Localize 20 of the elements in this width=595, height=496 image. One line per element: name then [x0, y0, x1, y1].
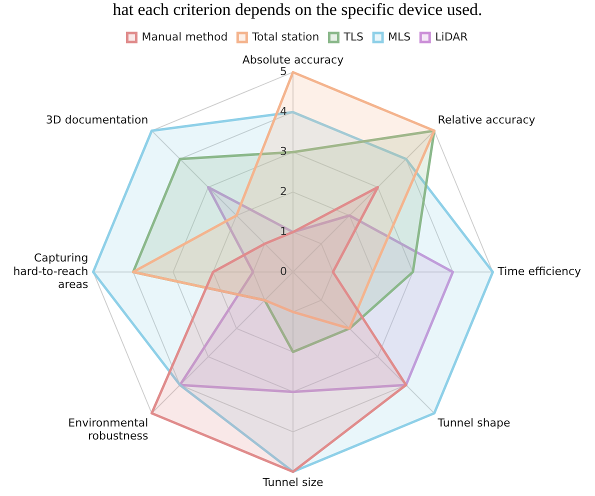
y-tick-label: 3	[280, 144, 287, 158]
y-tick-label: 1	[280, 224, 287, 238]
spoke-label: Time efficiency	[496, 264, 582, 278]
spoke-label: Tunnel size	[262, 476, 324, 490]
y-tick-label: 2	[280, 184, 287, 198]
legend-label: Total station	[251, 30, 320, 44]
legend-label: LiDAR	[435, 30, 468, 44]
y-tick-label: 0	[280, 264, 287, 278]
spoke-label: 3D documentation	[46, 113, 148, 126]
legend-label: MLS	[388, 30, 411, 44]
y-tick-label: 4	[280, 105, 287, 118]
legend-label: TLS	[342, 30, 364, 44]
spoke-label: Relative accuracy	[438, 113, 536, 126]
spoke-label: Absolute accuracy	[242, 53, 344, 66]
legend-label: Manual method	[142, 30, 228, 44]
spoke-label: Environmental robustness	[68, 416, 148, 442]
text: hat each criterion depends on the specific device used.	[112, 0, 482, 19]
spoke-label: Tunnel shape	[436, 416, 511, 430]
y-tick-label: 5	[280, 65, 287, 78]
spoke-label: Capturing hard-to-reach areas	[13, 252, 88, 292]
